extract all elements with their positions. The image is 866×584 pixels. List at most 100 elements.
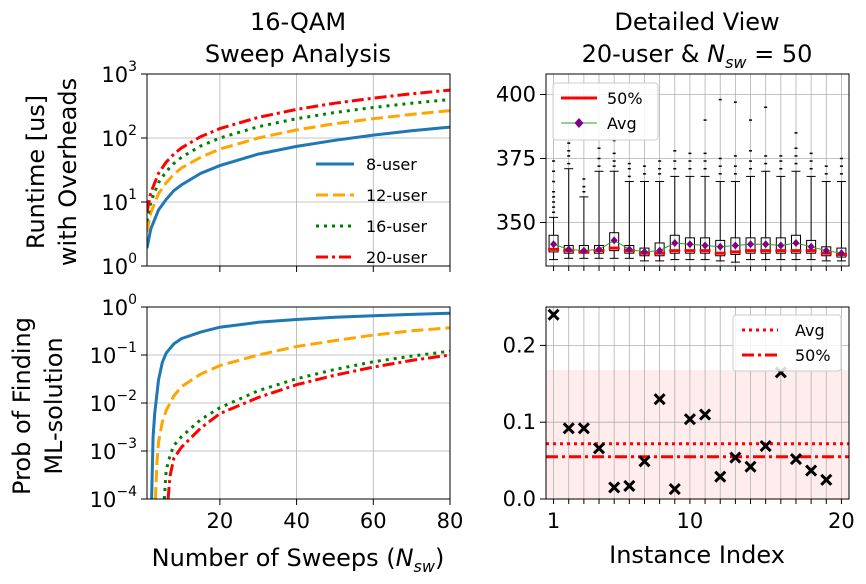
legend-label-8-user: 8-user xyxy=(366,155,417,174)
scatter-point xyxy=(623,479,636,493)
y-tick-exponent: 0 xyxy=(128,292,137,308)
bottom-left-xlabel: Number of Sweeps (Nsw) xyxy=(152,544,445,576)
panel-detailed-view: 350 375 400 50% Avg xyxy=(496,73,850,271)
top-right-title-post: = 50 xyxy=(747,40,813,68)
bottom-left-ylabel-line1: Prob of Finding xyxy=(8,317,36,495)
scatter-point xyxy=(789,453,803,466)
avg-marker xyxy=(701,241,709,250)
shaded-band xyxy=(546,369,849,499)
avg-marker xyxy=(595,245,603,254)
y-tick-label: 10−2 xyxy=(90,388,137,416)
box-body xyxy=(715,239,726,257)
box-body xyxy=(669,234,680,254)
series-group xyxy=(150,311,450,499)
scatter-point xyxy=(592,442,606,455)
y-tick-exponent: −4 xyxy=(116,484,137,500)
avg-marker xyxy=(580,246,588,255)
x-tick-label: 40 xyxy=(283,509,310,533)
bottom-right-xlabel: Instance Index xyxy=(609,541,785,569)
top-right-title-n: N xyxy=(707,40,725,68)
x-tick-label: 1 xyxy=(547,509,560,533)
top-left-title-line2: Sweep Analysis xyxy=(205,40,391,68)
top-right-title-pre: 20-user & xyxy=(582,40,708,68)
legend-label-avg: Avg xyxy=(607,114,637,133)
x-tick-label: 60 xyxy=(360,509,387,533)
top-left-ylabel-line1: Runtime [us] xyxy=(22,95,50,249)
plot-frame xyxy=(545,306,850,500)
x-tick-label: 80 xyxy=(437,509,464,533)
avg-marker xyxy=(792,238,800,247)
y-tick-base: 10 xyxy=(90,344,117,368)
box-body xyxy=(609,232,620,252)
plot-frame xyxy=(545,73,850,267)
series-line-8-user xyxy=(147,125,450,249)
top-right-title-line2: 20-user & Nsw = 50 xyxy=(582,40,813,72)
panel-instance-index: 1 10 20 0.0 0.1 0.2 Avg 50% xyxy=(503,306,855,533)
avg-marker xyxy=(807,242,815,251)
legend-box xyxy=(732,314,842,372)
scatter-point xyxy=(547,308,560,321)
series-line-12-user xyxy=(147,109,450,233)
y-tick-base: 10 xyxy=(101,191,128,215)
x-tick-label: 20 xyxy=(207,509,234,533)
y-tick-base: 10 xyxy=(90,392,117,416)
top-left-title-line1: 16-QAM xyxy=(250,8,346,36)
scatter-point xyxy=(638,455,651,468)
legend-label-20-user: 20-user xyxy=(366,248,427,267)
bottom-left-xlabel-sub: sw xyxy=(414,557,436,576)
y-tick-label: 375 xyxy=(496,146,536,170)
y-tick-label: 0.1 xyxy=(503,410,536,434)
scatter-point xyxy=(668,482,681,496)
legend-label-12-user: 12-user xyxy=(366,186,427,205)
legend-label-avg: Avg xyxy=(795,321,825,340)
series-line-16-user xyxy=(147,98,450,222)
series-line-20-user xyxy=(166,353,450,499)
y-tick-label: 400 xyxy=(496,82,536,106)
avg-marker xyxy=(656,246,664,255)
avg-marker xyxy=(716,242,724,251)
y-tick-exponent: −1 xyxy=(116,340,137,356)
avg-marker xyxy=(550,240,558,249)
scatter-point xyxy=(805,464,818,477)
avg-marker xyxy=(731,241,739,250)
y-tick-exponent: 0 xyxy=(128,251,137,267)
legend-label-median: 50% xyxy=(795,346,831,365)
scatter-point xyxy=(683,413,696,426)
scatter-point xyxy=(744,460,757,473)
avg-marker xyxy=(610,236,618,245)
top-right-title-line1: Detailed View xyxy=(614,8,779,36)
y-tick-base: 10 xyxy=(101,63,128,87)
y-tick-label: 103 xyxy=(101,59,137,87)
y-tick-exponent: 2 xyxy=(128,123,137,139)
series-line-12-user xyxy=(153,326,450,499)
series-line-16-user xyxy=(162,349,450,499)
bottom-left-ylabel-line2: ML-solution xyxy=(40,337,68,474)
y-tick-label: 101 xyxy=(101,187,137,215)
legend-swatch-avg-marker xyxy=(574,118,584,128)
box-body xyxy=(806,239,817,254)
y-tick-exponent: −3 xyxy=(116,436,137,452)
y-tick-exponent: −2 xyxy=(116,388,137,404)
avg-marker xyxy=(822,246,830,255)
legend-label-median: 50% xyxy=(607,89,643,108)
y-tick-label: 100 xyxy=(101,292,137,320)
avg-marker xyxy=(762,240,770,249)
y-tick-base: 10 xyxy=(90,488,117,512)
box-body xyxy=(760,237,771,254)
x-tick-label: 10 xyxy=(677,509,704,533)
box-body xyxy=(548,234,559,253)
y-tick-label: 350 xyxy=(496,210,536,234)
avg-marker xyxy=(671,238,679,247)
y-tick-label: 0.0 xyxy=(503,487,536,511)
y-tick-base: 10 xyxy=(101,255,128,279)
scatter-point xyxy=(759,439,772,453)
y-tick-base: 10 xyxy=(90,440,117,464)
scatter-point xyxy=(653,393,666,406)
y-tick-label: 10−1 xyxy=(90,340,137,368)
scatter-point xyxy=(729,451,742,464)
y-tick-label: 10−4 xyxy=(90,484,137,512)
series-group xyxy=(147,88,450,249)
